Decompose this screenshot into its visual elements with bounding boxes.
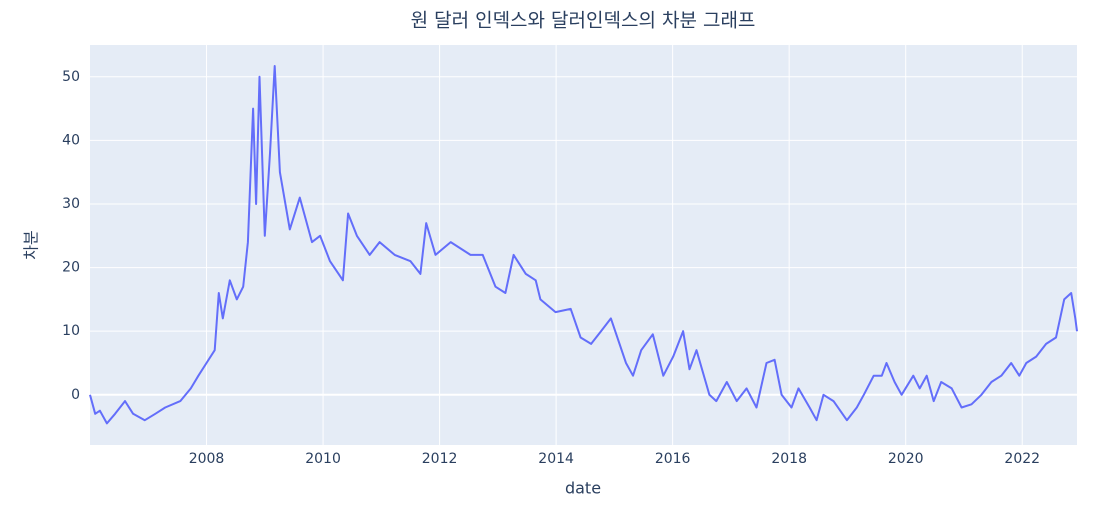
y-tick-label: 0	[71, 387, 80, 403]
x-axis-title: date	[565, 479, 601, 498]
y-tick-label: 10	[62, 323, 80, 339]
y-tick-label: 20	[62, 260, 80, 276]
y-axis-title: 차분	[22, 230, 41, 259]
x-tick-label: 2020	[888, 451, 924, 467]
x-tick-label: 2010	[305, 451, 341, 467]
x-tick-label: 2016	[655, 451, 691, 467]
x-tick-label: 2018	[771, 451, 807, 467]
chart-title: 원 달러 인덱스와 달러인덱스의 차분 그래프	[411, 10, 756, 32]
x-tick-label: 2008	[189, 451, 225, 467]
x-tick-label: 2014	[538, 451, 574, 467]
x-tick-label: 2022	[1004, 451, 1040, 467]
y-tick-label: 50	[62, 69, 80, 85]
y-tick-label: 30	[62, 196, 80, 212]
x-tick-label: 2012	[422, 451, 458, 467]
y-tick-label: 40	[62, 132, 80, 148]
data-line	[89, 65, 1078, 425]
